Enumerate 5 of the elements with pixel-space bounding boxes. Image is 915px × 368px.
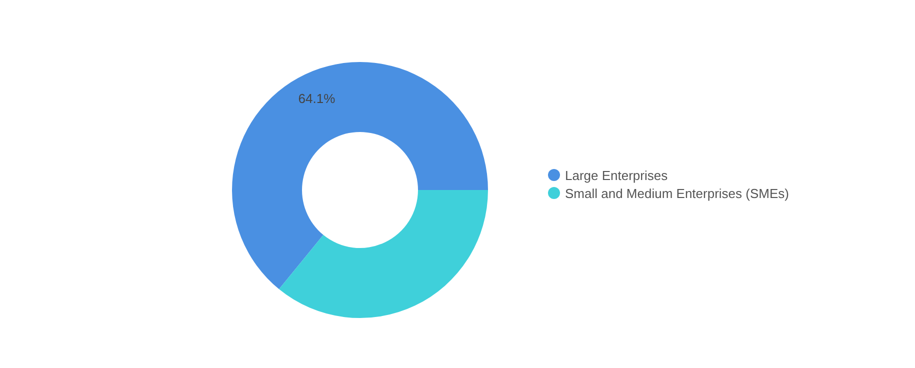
legend-label: Large Enterprises bbox=[565, 168, 668, 182]
donut-slice bbox=[232, 62, 488, 290]
legend-label: Small and Medium Enterprises (SMEs) bbox=[565, 186, 789, 200]
data-label: 64.1% bbox=[298, 91, 336, 106]
donut-slice bbox=[279, 190, 488, 318]
